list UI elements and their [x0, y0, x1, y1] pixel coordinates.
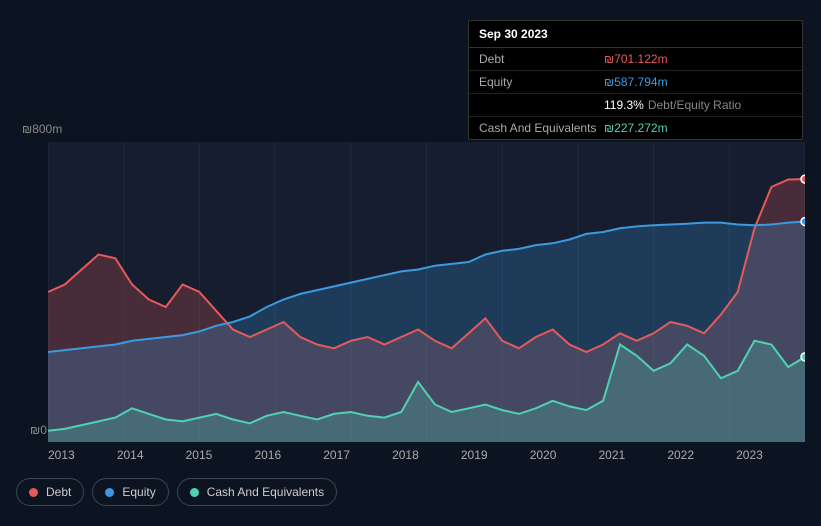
series-end-marker-cash-and-equivalents	[801, 353, 805, 361]
y-tick-top: ₪800m	[22, 122, 62, 136]
tooltip-value: 119.3%	[604, 98, 644, 112]
legend-label: Cash And Equivalents	[207, 485, 324, 499]
x-tick: 2023	[736, 448, 805, 468]
tooltip-value: ₪701.122m	[604, 52, 668, 66]
legend: Debt Equity Cash And Equivalents	[16, 478, 337, 506]
x-tick: 2015	[186, 448, 255, 468]
legend-label: Debt	[46, 485, 71, 499]
chart-plot[interactable]	[48, 142, 805, 442]
legend-item-cash-and-equivalents[interactable]: Cash And Equivalents	[177, 478, 337, 506]
tooltip-date: Sep 30 2023	[469, 21, 802, 48]
legend-item-equity[interactable]: Equity	[92, 478, 168, 506]
series-end-marker-debt	[801, 175, 805, 183]
chart-tooltip: Sep 30 2023 Debt₪701.122mEquity₪587.794m…	[468, 20, 803, 140]
legend-item-debt[interactable]: Debt	[16, 478, 84, 506]
x-tick: 2014	[117, 448, 186, 468]
legend-dot-icon	[190, 488, 199, 497]
x-tick: 2022	[667, 448, 736, 468]
tooltip-sublabel: Debt/Equity Ratio	[648, 98, 741, 112]
x-tick: 2021	[599, 448, 668, 468]
tooltip-label	[479, 98, 604, 112]
legend-dot-icon	[29, 488, 38, 497]
tooltip-row: 119.3% Debt/Equity Ratio	[469, 94, 802, 117]
x-axis: 2013201420152016201720182019202020212022…	[48, 448, 805, 468]
tooltip-label: Cash And Equivalents	[479, 121, 604, 135]
tooltip-value: ₪587.794m	[604, 75, 668, 89]
legend-dot-icon	[105, 488, 114, 497]
tooltip-label: Equity	[479, 75, 604, 89]
y-tick-bottom: ₪0	[30, 423, 47, 437]
tooltip-row: Equity₪587.794m	[469, 71, 802, 94]
series-end-marker-equity	[801, 218, 805, 226]
x-tick: 2019	[461, 448, 530, 468]
x-tick: 2018	[392, 448, 461, 468]
tooltip-row: Debt₪701.122m	[469, 48, 802, 71]
x-tick: 2020	[530, 448, 599, 468]
tooltip-label: Debt	[479, 52, 604, 66]
tooltip-row: Cash And Equivalents₪227.272m	[469, 117, 802, 139]
x-tick: 2016	[254, 448, 323, 468]
x-tick: 2013	[48, 448, 117, 468]
legend-label: Equity	[122, 485, 155, 499]
x-tick: 2017	[323, 448, 392, 468]
tooltip-value: ₪227.272m	[604, 121, 668, 135]
